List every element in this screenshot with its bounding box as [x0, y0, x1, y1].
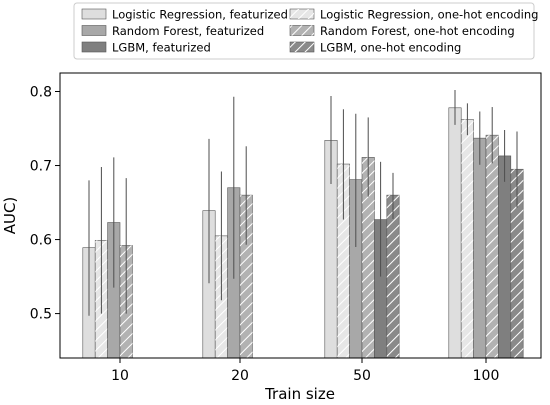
legend-label: Random Forest, featurized: [112, 24, 264, 38]
legend-swatch: [81, 25, 107, 36]
y-tick-label: 0.8: [30, 85, 52, 101]
x-axis-label: Train size: [264, 385, 335, 403]
legend-label: Logistic Regression, featurized: [112, 8, 288, 22]
x-tick-label: 100: [473, 368, 500, 384]
x-tick-label: 10: [111, 368, 129, 384]
y-tick-label: 0.7: [30, 159, 52, 175]
bar-hatch: [486, 135, 499, 358]
plot-area: 0.5 0.6 0.7 0.8 10 20 50 100: [30, 72, 542, 384]
bar: [448, 107, 462, 359]
legend-swatch-hatch: [290, 42, 314, 52]
y-axis-label: AUC): [1, 197, 19, 235]
plot-frame: [59, 72, 542, 359]
legend-swatch-hatch: [290, 25, 314, 36]
bar-hatch: [240, 195, 253, 358]
bar: [473, 137, 487, 359]
x-tick-label: 50: [353, 368, 371, 384]
y-tick-label: 0.6: [30, 233, 52, 249]
legend-swatch-hatch: [290, 9, 314, 19]
legend-label: Logistic Regression, one-hot encoding: [320, 8, 538, 22]
bar-hatch: [461, 119, 474, 359]
legend-swatch: [81, 41, 107, 53]
legend-label: LGBM, featurized: [112, 41, 211, 55]
bar-hatch: [362, 157, 375, 358]
x-tick-label: 20: [231, 368, 249, 384]
legend-label: LGBM, one-hot encoding: [320, 41, 461, 55]
bar-hatch: [337, 164, 350, 358]
bar-hatch: [386, 195, 400, 358]
y-tick-label: 0.5: [30, 307, 52, 323]
legend-label: Random Forest, one-hot encoding: [320, 24, 515, 38]
bar-hatch: [510, 169, 524, 358]
legend-swatch: [81, 8, 107, 20]
legend: Logistic Regression, featurized Random Fo…: [73, 2, 538, 60]
bar: [498, 155, 512, 359]
